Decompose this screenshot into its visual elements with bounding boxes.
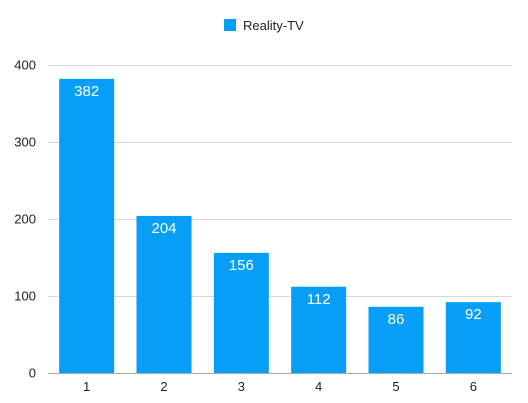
legend-swatch-reality-tv (224, 19, 236, 31)
bar-6 (445, 302, 501, 373)
x-tick-label: 1 (83, 379, 90, 394)
x-axis-ticks: 1 2 3 4 5 6 (83, 379, 477, 394)
x-tick-label: 4 (315, 379, 322, 394)
x-tick-label: 6 (470, 379, 477, 394)
data-label-1: 382 (74, 83, 99, 100)
y-tick-label: 100 (14, 289, 36, 304)
bars: 382 204 156 112 86 92 (59, 78, 501, 374)
x-tick-label: 5 (392, 379, 399, 394)
data-label-4: 112 (307, 291, 331, 308)
legend: Reality-TV (224, 18, 304, 33)
bar-2 (136, 215, 192, 373)
bar-3 (213, 252, 269, 373)
y-tick-label: 0 (29, 366, 36, 381)
legend-label-reality-tv: Reality-TV (243, 18, 304, 33)
data-label-6: 92 (465, 306, 482, 323)
y-tick-label: 400 (14, 58, 36, 73)
x-tick-label: 3 (238, 379, 245, 394)
y-axis-ticks: 0 100 200 300 400 (14, 58, 36, 381)
bar-1 (59, 78, 115, 374)
x-tick-label: 2 (160, 379, 167, 394)
data-label-5: 86 (388, 311, 405, 328)
y-tick-label: 300 (14, 135, 36, 150)
data-label-3: 156 (229, 257, 254, 274)
gridlines (48, 65, 512, 374)
bar-4 (291, 286, 347, 373)
data-label-2: 204 (151, 220, 176, 237)
y-tick-label: 200 (14, 212, 36, 227)
bar-5 (368, 306, 424, 373)
